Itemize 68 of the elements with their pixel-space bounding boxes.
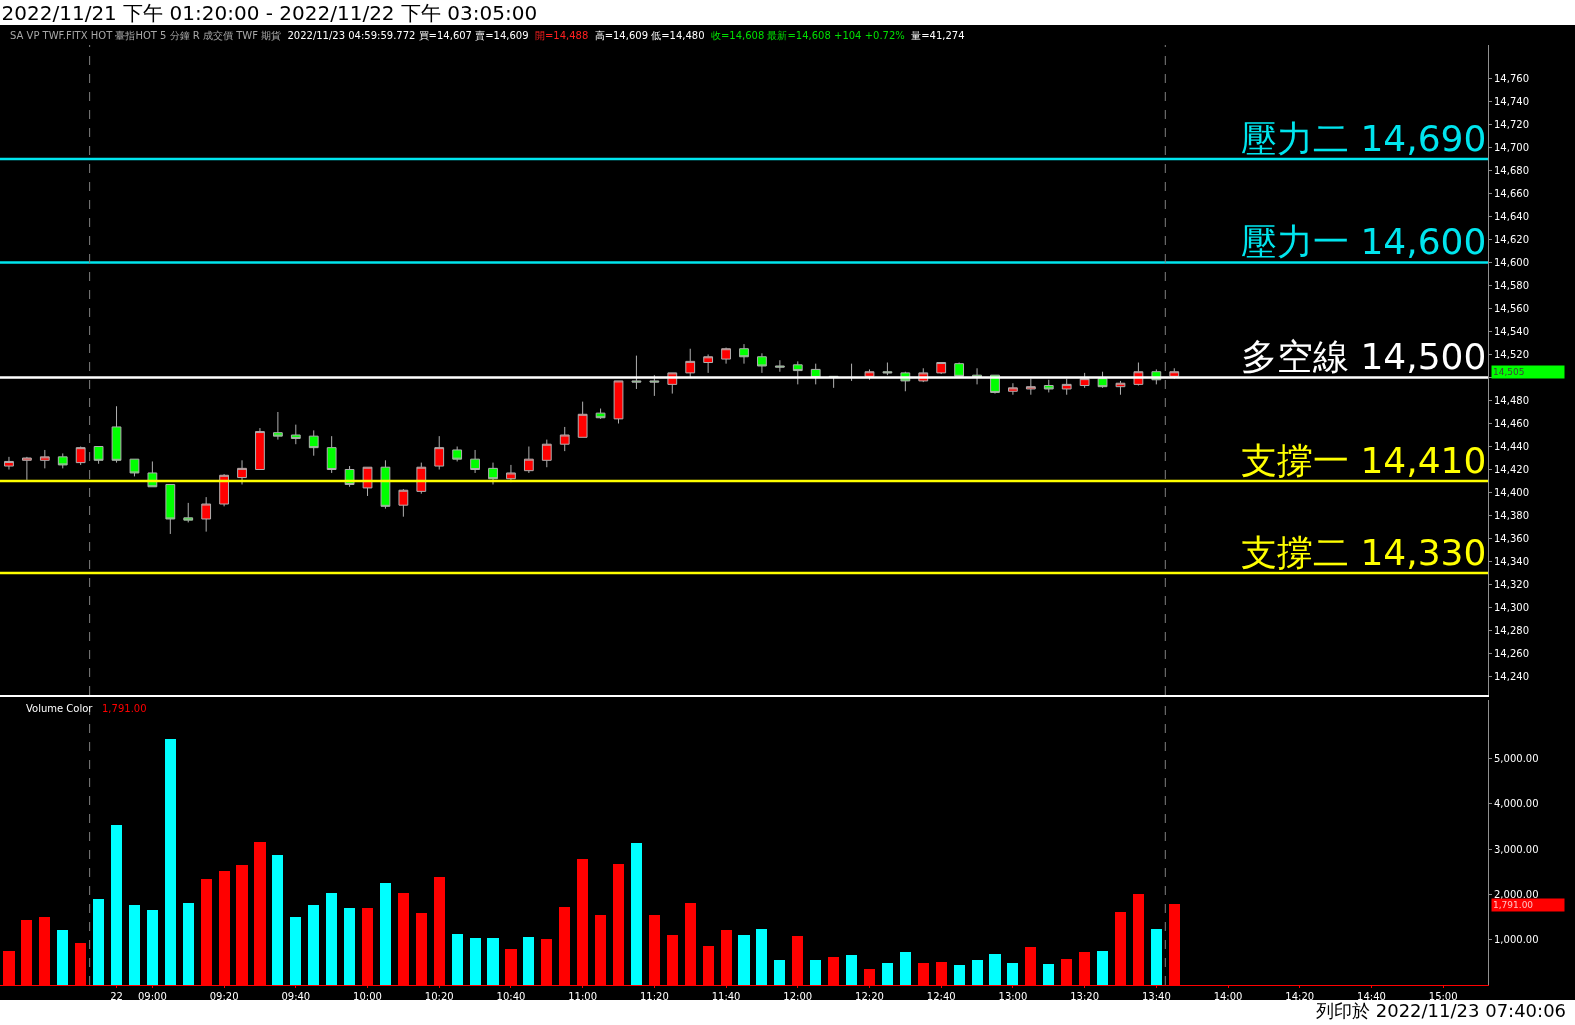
x-tick-label: 09:40 — [281, 991, 311, 1002]
x-tick-label: 11:00 — [568, 991, 598, 1002]
y-tick-label: 14,520 — [1494, 348, 1529, 360]
text: 1,791.00 — [1493, 900, 1534, 910]
y-tick-label: 14,460 — [1494, 418, 1529, 429]
y-tick-label: 14,680 — [1494, 164, 1529, 176]
y-tick-label: 1,000.00 — [1494, 934, 1539, 946]
ref-line-label: 壓力二 14,690 — [1241, 118, 1487, 159]
x-tick-label: 12:20 — [855, 991, 884, 1002]
chart-title: 2022/11/21 下午 01:20:00 - 2022/11/22 下午 03:05:00 — [1, 0, 538, 25]
x-tick-label: 15:00 — [1428, 991, 1458, 1002]
ref-line-label: 支撐二 14,330 — [1241, 532, 1487, 573]
text: 量=41,274 — [911, 30, 965, 41]
y-tick-label: 14,760 — [1494, 72, 1529, 84]
y-tick-label: 2,000.00 — [1494, 888, 1539, 900]
y-tick-label: 14,280 — [1494, 625, 1529, 637]
y-tick-label: 14,740 — [1494, 95, 1529, 107]
y-tick-label: 14,600 — [1494, 256, 1529, 268]
x-tick-label: 09:20 — [209, 991, 239, 1002]
y-tick-label: 14,440 — [1494, 441, 1529, 452]
x-tick-label: 22 — [110, 991, 123, 1002]
text: 高=14,609 低=14,480 — [594, 30, 705, 41]
y-tick-label: 14,260 — [1494, 648, 1529, 660]
y-tick-label: 14,540 — [1494, 325, 1529, 337]
y-tick-label: 14,720 — [1494, 118, 1529, 130]
y-tick-label: 14,560 — [1494, 302, 1529, 314]
y-tick-label: 3,000.00 — [1494, 843, 1539, 855]
y-tick-label: 4,000.00 — [1494, 798, 1539, 810]
y-tick-label: 14,480 — [1494, 394, 1529, 406]
x-tick-label: 09:00 — [137, 991, 167, 1002]
y-tick-label: 14,340 — [1494, 556, 1529, 568]
y-tick-label: 14,700 — [1494, 141, 1529, 153]
ref-line-label: 壓力一 14,600 — [1241, 221, 1487, 262]
ref-line-label: 多空線 14,500 — [1241, 336, 1487, 377]
y-tick-label: 14,320 — [1494, 579, 1529, 591]
y-tick-label: 14,300 — [1494, 602, 1529, 614]
text: SA VP TWF.FITX HOT 臺指HOT 5 分鐘 R 成交價 TWF 期貨 — [10, 30, 282, 41]
x-tick-label: 14:00 — [1213, 991, 1243, 1002]
y-tick-label: 14,640 — [1494, 210, 1529, 222]
y-tick-label: 14,660 — [1494, 187, 1529, 199]
x-tick-label: 10:00 — [353, 991, 382, 1002]
text: 收=14,608 最新=14,608 +104 +0.72% — [710, 30, 905, 41]
annotation: Volume Color — [26, 703, 94, 714]
x-tick-label: 13:00 — [998, 991, 1028, 1002]
ref-line-label: 支撐一 14,410 — [1241, 440, 1487, 481]
text: 列印於 2022/11/23 07:40:06 — [1316, 1000, 1567, 1021]
text: 2022/11/23 04:59:59.772 買=14,607 賣=14,609 — [287, 30, 529, 41]
y-tick-label: 14,580 — [1494, 279, 1529, 291]
text: 開=14,488 — [534, 30, 589, 41]
x-tick-label: 10:40 — [496, 991, 526, 1002]
x-tick-label: 14:40 — [1357, 991, 1386, 1002]
x-tick-label: 10:20 — [424, 991, 454, 1002]
x-tick-label: 12:40 — [926, 991, 956, 1002]
x-tick-label: 13:20 — [1070, 991, 1100, 1002]
y-tick-label: 14,420 — [1494, 464, 1529, 476]
x-tick-label: 14:20 — [1285, 991, 1315, 1002]
y-tick-label: 14,380 — [1494, 510, 1529, 522]
y-tick-label: 14,360 — [1494, 533, 1529, 545]
x-tick-label: 13:40 — [1141, 991, 1171, 1002]
x-tick-label: 12:00 — [783, 991, 813, 1002]
x-tick-label: 11:40 — [711, 991, 741, 1002]
x-tick-label: 11:20 — [639, 991, 669, 1002]
y-tick-label: 14,400 — [1494, 487, 1529, 499]
y-tick-label: 14,620 — [1494, 233, 1529, 245]
text: 14,505 — [1493, 367, 1525, 377]
y-tick-label: 5,000.00 — [1494, 752, 1539, 764]
annotation: 1,791.00 — [102, 703, 147, 714]
y-tick-label: 14,240 — [1494, 671, 1529, 683]
